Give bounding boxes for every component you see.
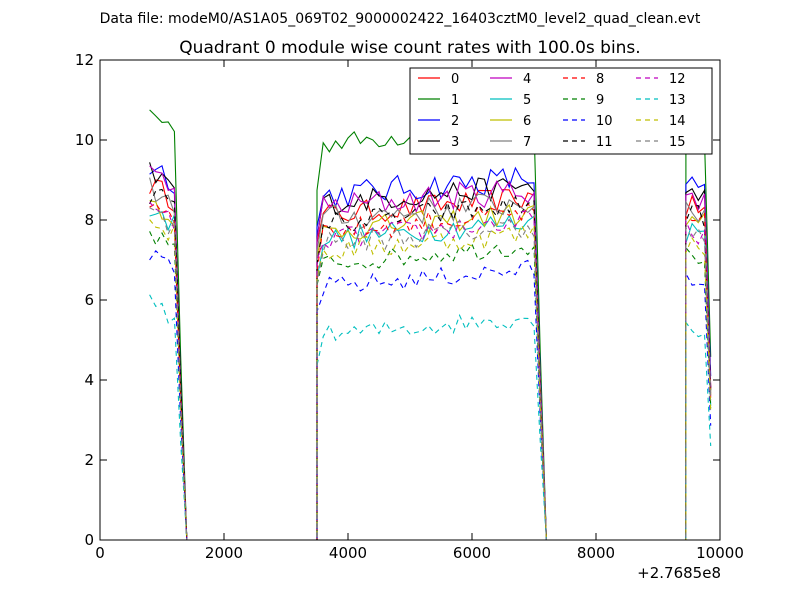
series-line-2 (149, 164, 712, 541)
legend-label-6: 6 (523, 114, 531, 129)
series-line-13 (149, 294, 712, 541)
x-tick-label: 8000 (577, 544, 615, 562)
x-tick-label: 6000 (453, 544, 491, 562)
x-offset-label: +2.7685e8 (637, 564, 721, 582)
y-tick-label: 2 (84, 451, 94, 469)
series-line-14 (149, 219, 712, 541)
chart-title: Quadrant 0 module wise count rates with … (179, 38, 640, 58)
y-tick-label: 12 (75, 51, 94, 69)
series-line-0 (149, 179, 712, 541)
y-tick-label: 10 (75, 131, 94, 149)
series-line-4 (149, 165, 712, 541)
x-tick-label: 4000 (329, 544, 367, 562)
legend-label-0: 0 (451, 72, 459, 87)
legend-label-7: 7 (523, 135, 531, 150)
series-line-15 (149, 207, 712, 541)
series-line-7 (149, 177, 712, 541)
legend-label-11: 11 (596, 135, 613, 150)
legend-label-1: 1 (451, 93, 459, 108)
series-line-9 (149, 231, 712, 541)
legend-label-8: 8 (596, 72, 604, 87)
x-tick-label: 2000 (205, 544, 243, 562)
series-line-1 (149, 109, 712, 541)
y-tick-label: 8 (84, 211, 94, 229)
x-tick-label: 10000 (696, 544, 744, 562)
legend-label-2: 2 (451, 114, 459, 129)
y-tick-label: 6 (84, 291, 94, 309)
legend-label-15: 15 (669, 135, 686, 150)
legend-label-4: 4 (523, 72, 531, 87)
legend-label-5: 5 (523, 93, 531, 108)
series-line-10 (149, 249, 712, 541)
plot-lines (149, 109, 712, 541)
series-line-8 (149, 202, 712, 541)
series-line-5 (149, 210, 712, 541)
legend-label-10: 10 (596, 114, 613, 129)
x-tick-label: 0 (95, 544, 105, 562)
series-line-6 (149, 200, 712, 541)
legend-label-12: 12 (669, 72, 686, 87)
legend-box (409, 67, 713, 155)
series-line-11 (149, 188, 712, 541)
y-tick-label: 4 (84, 371, 94, 389)
legend-label-14: 14 (669, 114, 686, 129)
series-line-12 (149, 201, 712, 541)
legend-label-9: 9 (596, 93, 604, 108)
legend-label-3: 3 (451, 135, 459, 150)
legend-label-13: 13 (669, 93, 686, 108)
figure-suptitle: Data file: modeM0/AS1A05_069T02_90000024… (100, 11, 701, 27)
y-tick-label: 0 (84, 531, 94, 549)
